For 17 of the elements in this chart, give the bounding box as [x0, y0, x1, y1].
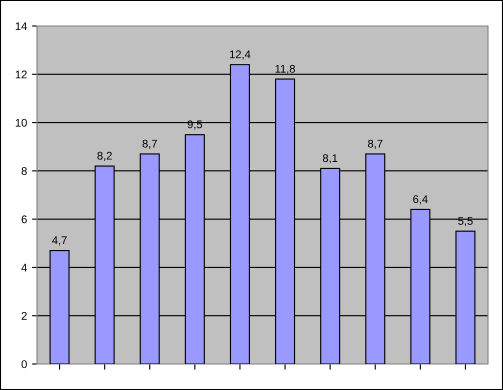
data-label: 4,7: [52, 236, 67, 246]
y-tick-label: 2: [22, 312, 27, 320]
data-label: 11,8: [275, 64, 295, 74]
y-tick-label: 6: [22, 215, 27, 224]
y-tick-label: 14: [16, 22, 27, 30]
y-tick-label: 10: [16, 118, 27, 127]
data-label: 8,7: [368, 140, 382, 149]
data-label: 12,4: [230, 50, 250, 60]
y-tick-label: 8: [22, 167, 27, 175]
y-tick-label: 12: [16, 70, 27, 78]
y-tick-label: 0: [22, 360, 27, 368]
data-label: 8,7: [142, 140, 157, 149]
data-label: 8,1: [322, 154, 338, 164]
data-label: 8,2: [97, 152, 112, 161]
data-label: 6,4: [413, 195, 428, 204]
data-label: 5,5: [458, 217, 473, 226]
y-tick-label: 4: [21, 264, 27, 272]
